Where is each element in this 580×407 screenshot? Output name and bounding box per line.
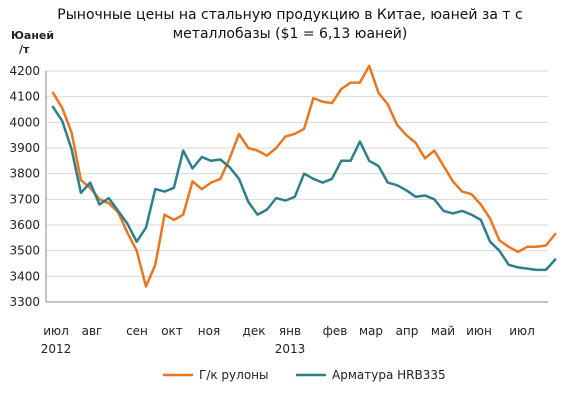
- x-tick-label: май: [431, 324, 455, 338]
- x-tick-label: сен: [126, 324, 148, 338]
- x-tick-label: апр: [396, 324, 419, 338]
- y-tick-label: 3900: [9, 141, 40, 155]
- y-tick-label: 3300: [9, 295, 40, 309]
- x-tick-label: авг: [82, 324, 103, 338]
- series-lines: [51, 64, 557, 288]
- x-tick-label: фев: [323, 324, 348, 338]
- y-tick-label: 3800: [9, 167, 40, 181]
- legend-label-1: Г/к рулоны: [199, 368, 268, 382]
- chart-title-line-2: металлобазы ($1 = 6,13 юаней): [172, 26, 408, 42]
- y-tick-label: 3500: [9, 244, 40, 258]
- series-line-1: [51, 64, 557, 288]
- x-tick-label: ноя: [198, 324, 220, 338]
- legend-label-2: Арматура HRB335: [332, 368, 446, 382]
- legend: Г/к рулоны Арматура HRB335: [163, 368, 446, 382]
- gridlines: [46, 70, 548, 277]
- axes: 3300 3400 3500 3600 3700 3800 3900 4000 4100 4200…: [9, 64, 548, 356]
- x-tick-label: окт: [161, 324, 183, 338]
- series-line-2: [51, 105, 557, 272]
- y-tick-label: 3400: [9, 269, 40, 283]
- x-tick-label: июн: [466, 324, 492, 338]
- y-axis-unit-line-2: /т: [19, 43, 30, 56]
- chart-title-line-1: Рыночные цены на стальную продукцию в Ки…: [57, 7, 523, 23]
- x-year-label: 2013: [275, 342, 306, 356]
- x-year-label: 2012: [41, 342, 72, 356]
- y-tick-label: 4000: [9, 115, 40, 129]
- x-tick-label: июл: [509, 324, 535, 338]
- y-tick-label: 4200: [9, 64, 40, 78]
- x-tick-label: янв: [279, 324, 301, 338]
- x-tick-label: мар: [359, 324, 383, 338]
- y-tick-label: 4100: [9, 90, 40, 104]
- y-tick-label: 3600: [9, 218, 40, 232]
- y-tick-label: 3700: [9, 192, 40, 206]
- x-tick-label: июл: [43, 324, 69, 338]
- y-axis-unit-line-1: Юаней: [11, 29, 55, 42]
- x-tick-label: дек: [243, 324, 266, 338]
